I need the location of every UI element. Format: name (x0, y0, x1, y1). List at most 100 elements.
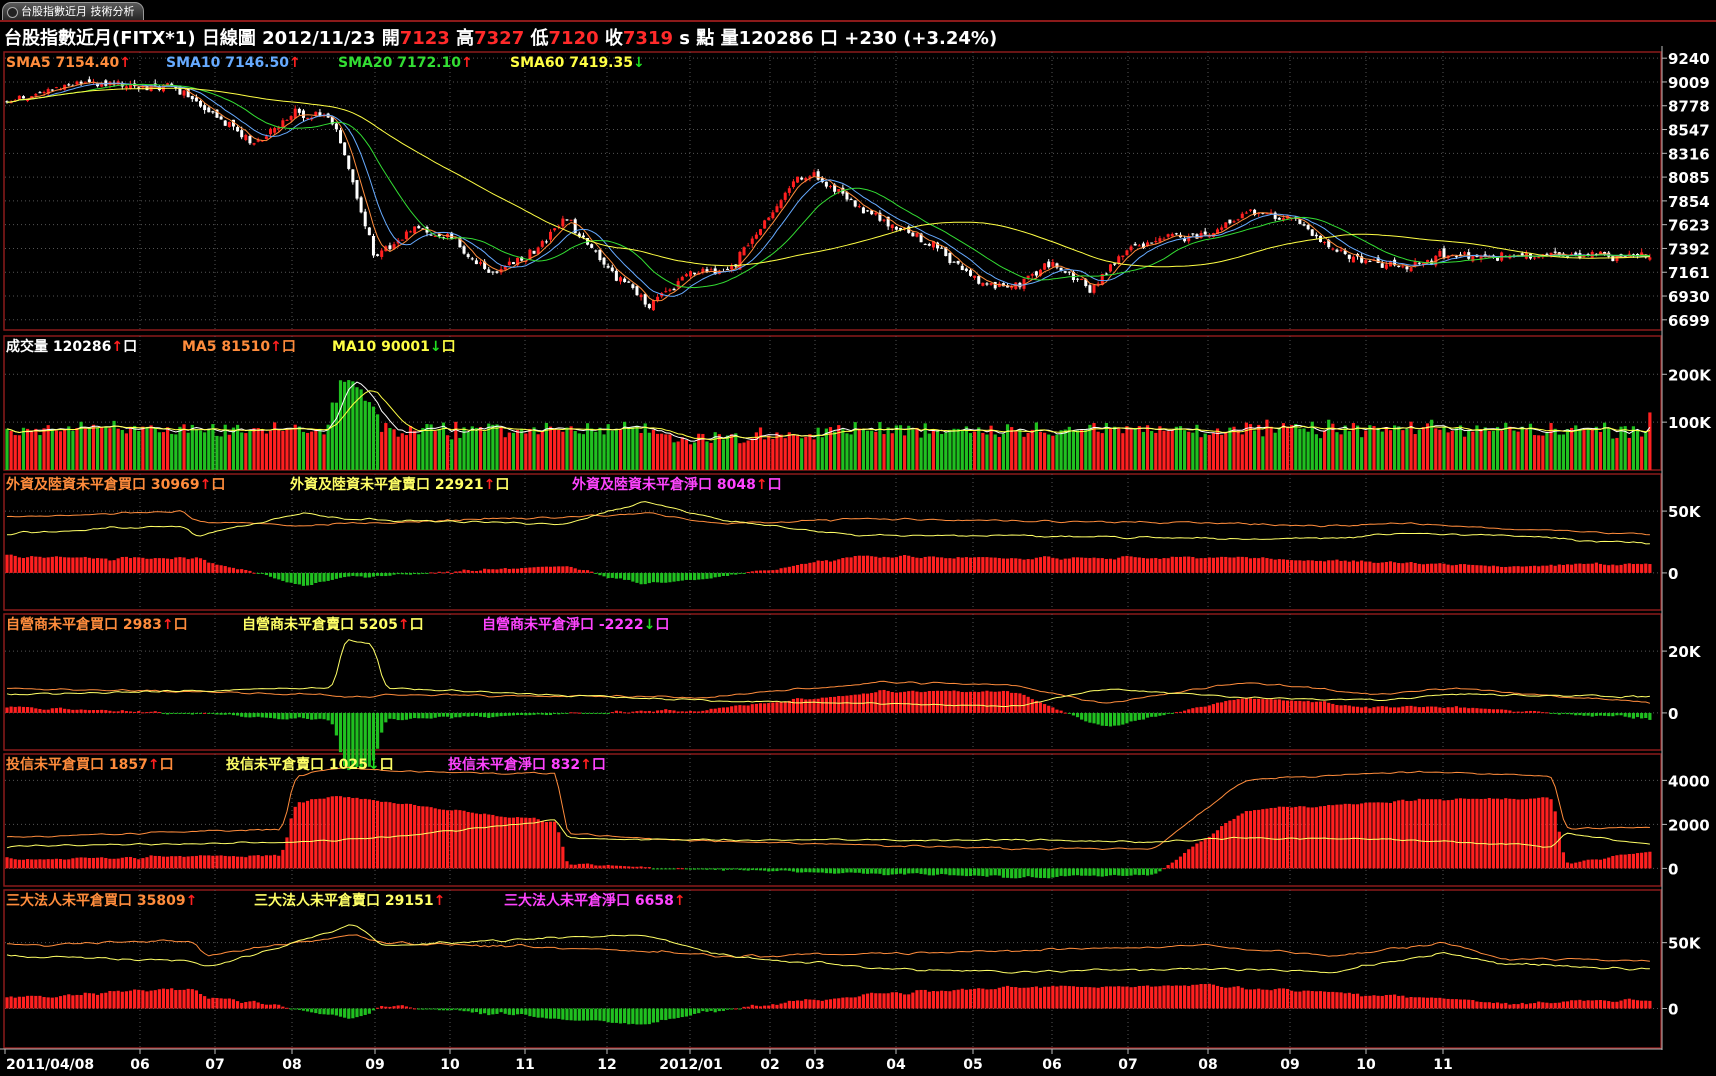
panel-frame-0 (3, 51, 1662, 331)
net-bar (631, 866, 635, 869)
volume-bar (133, 425, 137, 470)
net-bar (458, 810, 462, 869)
net-bar (194, 855, 199, 869)
volume-bar (13, 435, 17, 470)
net-bar (1170, 712, 1174, 714)
volume-bar (602, 434, 606, 470)
volume-bar (1277, 428, 1281, 470)
net-bar (1117, 712, 1121, 726)
net-bar (1537, 1001, 1541, 1009)
price-tick-label: 8547 (1668, 122, 1710, 140)
candle-body (306, 117, 310, 119)
net-bar (1446, 800, 1450, 869)
net-bar (1100, 712, 1104, 726)
volume-bar (1104, 423, 1108, 470)
net-bar (91, 558, 96, 573)
net-bar (837, 998, 841, 1009)
net-bar (137, 989, 141, 1009)
net-bar (1364, 561, 1368, 573)
candle-body (812, 172, 816, 177)
net-bar (882, 993, 886, 1009)
volume-bar (973, 431, 977, 470)
net-bar (1133, 986, 1137, 1009)
net-bar (680, 1008, 684, 1018)
candle-body (614, 270, 618, 281)
net-bar (985, 868, 989, 877)
net-bar (1030, 868, 1034, 878)
net-bar (433, 808, 437, 869)
net-bar (717, 707, 721, 713)
net-bar (627, 712, 631, 714)
net-bar (30, 556, 34, 573)
net-bar (1627, 563, 1631, 573)
volume-bar (1467, 430, 1471, 470)
volume-bar (787, 432, 791, 470)
net-bar (1343, 560, 1347, 573)
net-bar (281, 572, 285, 581)
net-bar (845, 695, 849, 713)
net-bar (499, 568, 503, 573)
net-bar (1491, 798, 1496, 869)
net-bar (927, 868, 931, 876)
x-axis-label: 02 (760, 1057, 779, 1073)
volume-bar (1236, 430, 1240, 470)
candle-body (561, 218, 565, 227)
tab-menu-icon[interactable] (7, 7, 18, 18)
net-bar (948, 558, 952, 573)
volume-bar (985, 434, 989, 470)
net-bar (13, 555, 17, 573)
volume-bar (1145, 425, 1150, 470)
volume-bar (1170, 430, 1174, 470)
volume-bar (1635, 430, 1640, 470)
volume-bar (795, 435, 800, 470)
net-bar (935, 557, 940, 573)
net-bar (310, 712, 314, 720)
volume-bar (1026, 432, 1030, 470)
volume-bar (474, 427, 478, 470)
net-bar (1100, 986, 1104, 1009)
net-bar (824, 697, 828, 713)
candle-body (956, 260, 960, 264)
candle-body (388, 245, 392, 250)
candle-body (1471, 255, 1475, 262)
net-bar (301, 712, 306, 719)
volume-bar (1607, 427, 1611, 470)
volume-bar (499, 427, 503, 470)
volume-bar (1479, 429, 1483, 470)
net-bar (207, 998, 211, 1009)
net-bar (404, 572, 408, 575)
candle-body (343, 142, 347, 156)
candle-body (1108, 264, 1112, 272)
candle-body (1421, 262, 1425, 265)
net-bar (1462, 999, 1467, 1009)
candle-body (577, 233, 581, 237)
net-bar (1430, 997, 1434, 1009)
net-bar (865, 555, 870, 573)
volume-bar (1442, 427, 1446, 470)
volume-bar (824, 428, 828, 470)
volume-bar (1117, 428, 1121, 470)
net-bar (112, 991, 116, 1009)
net-bar (544, 566, 548, 573)
net-bar (371, 800, 376, 869)
candle-body (1150, 242, 1154, 244)
net-bar (1306, 700, 1310, 713)
net-bar (330, 1008, 334, 1015)
net-bar (573, 568, 577, 573)
net-bar (968, 868, 973, 876)
candle-body (968, 270, 972, 276)
foreign-sell-line (7, 501, 1650, 545)
net-bar (264, 855, 269, 869)
net-bar (491, 1008, 495, 1015)
tab-technical-analysis[interactable]: 台股指數近月 技術分析 (2, 2, 144, 20)
net-bar (1417, 798, 1421, 869)
volume-bar (878, 422, 882, 470)
net-bar (1137, 985, 1141, 1009)
net-bar (1265, 699, 1269, 713)
net-bar (38, 708, 42, 713)
net-bar (338, 1008, 343, 1017)
net-bar (149, 711, 153, 713)
net-bar (1018, 868, 1022, 879)
net-bar (754, 703, 758, 713)
